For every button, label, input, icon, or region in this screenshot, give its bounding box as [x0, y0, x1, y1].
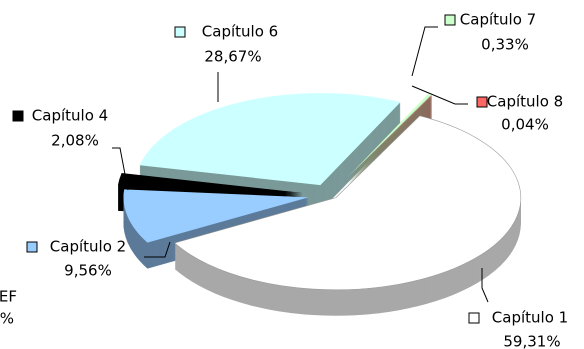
leader-line: [144, 241, 171, 258]
slice: [118, 173, 303, 193]
cropped-label: 3%: [0, 310, 14, 328]
leader-line: [411, 85, 468, 105]
leader-line: [411, 26, 438, 77]
legend-swatch: [468, 312, 480, 324]
slice-side: [348, 101, 433, 184]
leader-line: [112, 147, 129, 191]
slice-side: [348, 97, 433, 180]
legend-swatch: [444, 14, 456, 26]
slice: [174, 115, 522, 291]
slice: [347, 94, 432, 178]
value-label: 0,33%: [481, 36, 529, 54]
category-label: Capítulo 7: [460, 11, 536, 29]
slice-side: [348, 103, 433, 186]
slice-side: [348, 100, 433, 183]
category-label: Capítulo 4: [32, 107, 108, 125]
slice-side: [348, 98, 433, 181]
category-label: Capítulo 1: [492, 309, 568, 327]
category-label: Capítulo 6: [202, 23, 278, 41]
category-label: Capítulo 2: [50, 238, 126, 256]
slice: [139, 93, 401, 186]
value-label: 0,04%: [501, 116, 549, 134]
slice-side: [348, 99, 433, 182]
legend-swatch: [12, 110, 24, 122]
cropped-label: EF: [0, 288, 17, 306]
slice: [348, 95, 433, 178]
category-label: Capítulo 8: [487, 93, 563, 111]
leader-line: [481, 268, 489, 303]
slice-side: [348, 102, 433, 185]
slice-side: [348, 96, 433, 179]
value-label: 28,67%: [204, 48, 261, 66]
legend-swatch: [174, 26, 186, 38]
legend-swatch: [26, 241, 38, 253]
legend-swatch: [476, 96, 488, 108]
value-label: 59,31%: [503, 333, 560, 349]
slice: [123, 189, 309, 243]
value-label: 9,56%: [64, 262, 112, 280]
value-label: 2,08%: [51, 132, 99, 150]
